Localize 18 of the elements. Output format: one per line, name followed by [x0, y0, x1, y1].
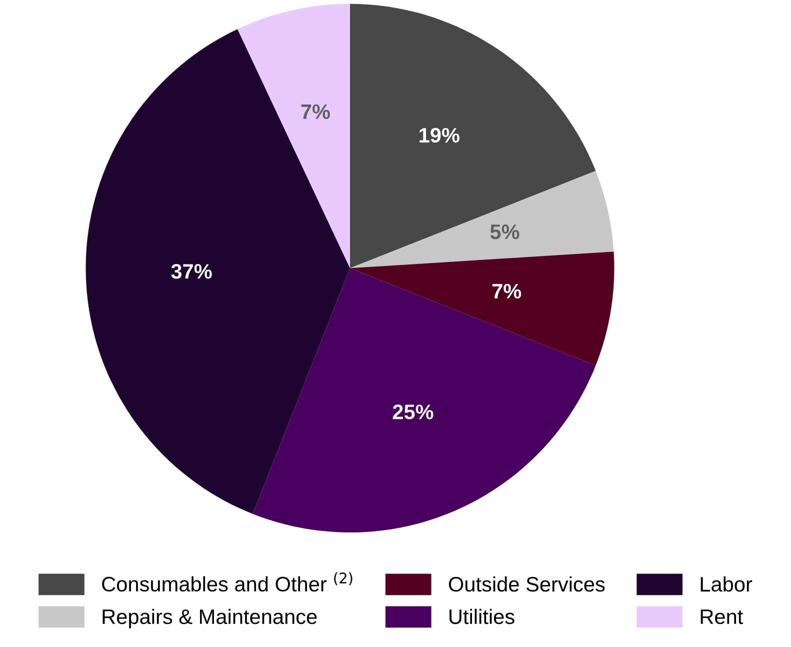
- data-label: 25%: [392, 404, 434, 420]
- legend-label: Utilities: [450, 608, 514, 624]
- pie-slice: [350, 252, 614, 366]
- data-label: 37%: [171, 264, 212, 279]
- data-label: 19%: [420, 128, 460, 143]
- legend-label: Labor: [700, 576, 752, 592]
- pie-slice: [350, 170, 614, 268]
- pie-slice: [252, 268, 596, 532]
- data-label: 7%: [301, 104, 330, 120]
- legend-label: Repairs & Maintenance: [102, 608, 317, 628]
- pie-slice: [86, 29, 350, 514]
- pie-slice: [350, 4, 596, 268]
- legend-label: Consumables and Other $^{(2)}$: [102, 572, 352, 592]
- legend-label: Rent: [700, 610, 744, 624]
- data-label: 5%: [490, 224, 520, 240]
- legend-label: Outside Services: [448, 576, 605, 592]
- data-label: 7%: [492, 284, 522, 299]
- pie-slice: [238, 4, 350, 268]
